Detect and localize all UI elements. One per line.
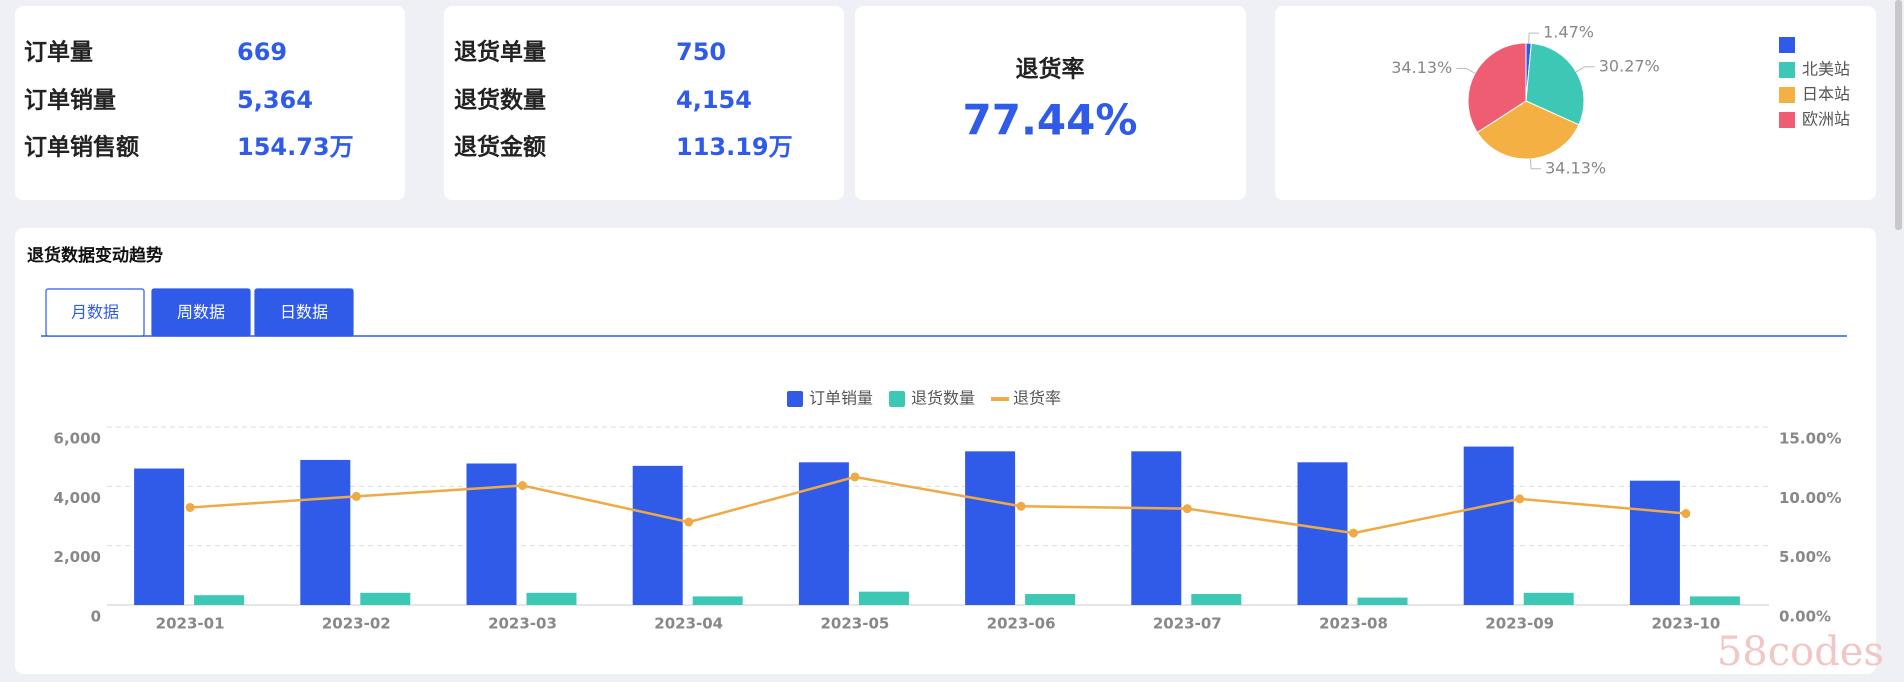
kpi-label: 订单量 [24, 40, 93, 66]
pie-label: 1.47% [1543, 23, 1594, 42]
bar [1191, 594, 1242, 605]
bar [858, 591, 909, 605]
leader-line [1528, 32, 1540, 44]
scrollbar[interactable] [1895, 0, 1902, 230]
kpi-value: 669 [237, 38, 287, 66]
bar [300, 459, 351, 605]
x-tick-label: 2023-10 [1651, 615, 1720, 633]
bar [1025, 594, 1076, 605]
kpi-label: 订单销售额 [24, 134, 139, 161]
bar [194, 595, 245, 605]
legend-swatch[interactable] [889, 391, 906, 407]
x-tick-label: 2023-06 [987, 615, 1056, 633]
x-tick-label: 2023-05 [820, 615, 889, 633]
y-tick-label: 4,000 [54, 489, 101, 507]
legend-label[interactable]: 欧洲站 [1802, 110, 1850, 129]
bar [466, 463, 517, 605]
bar [134, 468, 185, 605]
kpi-value: 154.73万 [237, 133, 354, 161]
legend-label[interactable]: 订单销量 [809, 389, 873, 408]
y2-tick-label: 10.00% [1779, 489, 1841, 507]
card [444, 6, 844, 200]
line-point [1182, 504, 1192, 514]
x-tick-label: 2023-07 [1153, 615, 1222, 633]
tab[interactable] [254, 288, 354, 337]
tab[interactable] [45, 288, 145, 337]
bar [1357, 597, 1408, 605]
kpi-value: 4,154 [676, 86, 752, 114]
rate-value: 77.44% [963, 96, 1138, 145]
pie-label: 34.13% [1545, 158, 1606, 177]
kpi-label: 退货单量 [454, 39, 546, 66]
line-point [1515, 494, 1525, 504]
tab[interactable] [151, 288, 251, 337]
legend-swatch[interactable] [787, 391, 803, 407]
legend-label[interactable]: 北美站 [1802, 60, 1850, 79]
leader-line [1529, 158, 1542, 170]
kpi-value: 113.19万 [676, 133, 793, 161]
legend-label[interactable]: 退货数量 [911, 389, 975, 408]
bar [692, 596, 743, 605]
bar [1463, 446, 1514, 605]
kpi-label: 退货金额 [454, 134, 546, 161]
y2-tick-label: 0.00% [1779, 608, 1831, 626]
card [15, 6, 405, 200]
leader-line [1456, 67, 1476, 74]
kpi-label: 退货数量 [454, 87, 546, 114]
x-tick-label: 2023-08 [1319, 615, 1388, 633]
chart-title: 退货数据变动趋势 [27, 245, 163, 266]
legend-label[interactable]: 日本站 [1802, 85, 1850, 104]
line-point [518, 481, 527, 491]
kpi-value: 5,364 [237, 86, 313, 114]
watermark: 58codes [1717, 629, 1884, 675]
bar [526, 592, 577, 605]
y-tick-label: 2,000 [54, 548, 101, 566]
bar [632, 465, 683, 605]
x-tick-label: 2023-01 [156, 615, 225, 633]
legend-label[interactable]: 退货率 [1013, 389, 1061, 408]
line-point [684, 517, 694, 527]
line-point [1349, 528, 1358, 538]
kpi-value: 750 [676, 38, 726, 66]
bar [360, 592, 411, 605]
legend-swatch[interactable] [1779, 62, 1795, 78]
leader-line [1575, 66, 1595, 73]
line-point [850, 472, 860, 482]
bar [1629, 480, 1680, 605]
legend-swatch[interactable] [1779, 37, 1795, 53]
bar [1131, 451, 1182, 605]
bar [1689, 596, 1740, 605]
y-tick-label: 0 [91, 608, 101, 626]
bar [798, 462, 849, 605]
y2-tick-label: 5.00% [1779, 548, 1831, 566]
tab-label[interactable]: 月数据 [71, 303, 119, 322]
card [855, 6, 1246, 200]
bar [965, 451, 1016, 605]
line-point [1016, 501, 1026, 511]
bar [1297, 462, 1348, 605]
line-point [351, 491, 361, 501]
pie-label: 30.27% [1599, 56, 1660, 75]
x-tick-label: 2023-09 [1485, 615, 1554, 633]
pie-label: 34.13% [1391, 58, 1452, 77]
tab-label[interactable]: 日数据 [280, 303, 328, 322]
kpi-label: 订单销量 [24, 88, 116, 114]
x-tick-label: 2023-04 [654, 615, 723, 633]
line-point [185, 502, 195, 512]
x-tick-label: 2023-03 [488, 615, 557, 633]
legend-swatch[interactable] [1779, 87, 1795, 103]
bar [1523, 592, 1574, 605]
legend-swatch[interactable] [1779, 112, 1795, 128]
x-tick-label: 2023-02 [322, 615, 391, 633]
line-point [1681, 509, 1691, 519]
y2-tick-label: 15.00% [1779, 430, 1841, 448]
tab-label[interactable]: 周数据 [177, 303, 225, 322]
line [190, 475, 1687, 535]
rate-label: 退货率 [1016, 56, 1085, 83]
y-tick-label: 6,000 [54, 430, 101, 448]
